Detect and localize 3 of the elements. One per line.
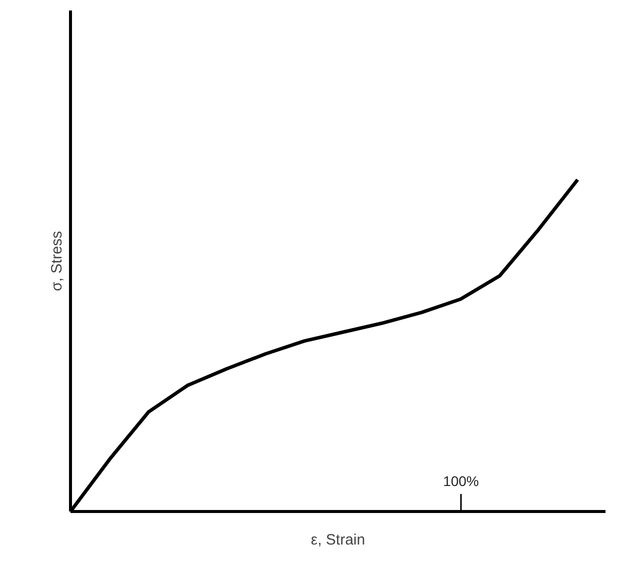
x-axis-title: ε, Strain [310, 532, 366, 548]
annotation: 100% [443, 472, 479, 489]
y-axis-title: σ, Stress [48, 230, 66, 292]
